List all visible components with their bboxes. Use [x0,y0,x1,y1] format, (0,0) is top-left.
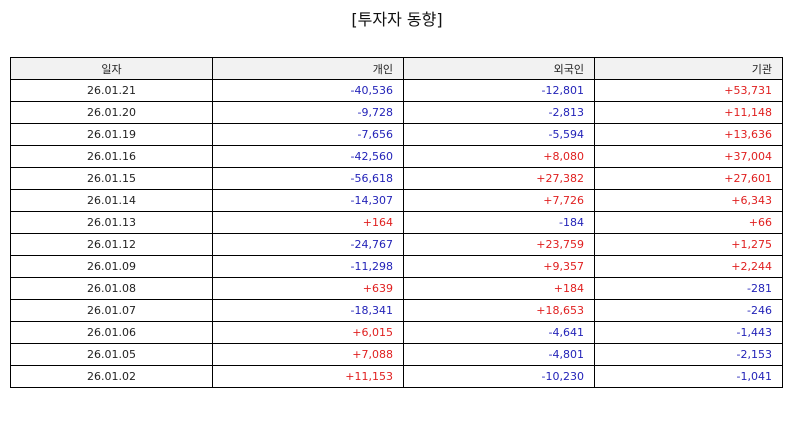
investor-trend-table: 일자 개인 외국인 기관 26.01.21 -40,536 -12,801 +53,7… [10,57,783,388]
cell-date: 26.01.14 [10,189,213,212]
table-row: 26.01.09 -11,298 +9,357 +2,244 [10,255,783,278]
cell-foreign: -10,230 [403,365,595,388]
cell-institution: +1,275 [594,233,783,256]
cell-foreign: +184 [403,277,595,300]
cell-date: 26.01.07 [10,299,213,322]
cell-date: 26.01.02 [10,365,213,388]
table-title: [투자자 동향] [351,10,443,29]
cell-institution: +13,636 [594,123,783,146]
table-row: 26.01.05 +7,088 -4,801 -2,153 [10,343,783,366]
cell-individual: +6,015 [212,321,404,344]
cell-foreign: +9,357 [403,255,595,278]
table-row: 26.01.16 -42,560 +8,080 +37,004 [10,145,783,168]
cell-date: 26.01.21 [10,79,213,102]
cell-individual: -40,536 [212,79,404,102]
cell-date: 26.01.05 [10,343,213,366]
cell-foreign: +8,080 [403,145,595,168]
cell-individual: +639 [212,277,404,300]
cell-institution: -1,041 [594,365,783,388]
cell-foreign: -2,813 [403,101,595,124]
cell-foreign: -12,801 [403,79,595,102]
cell-institution: -246 [594,299,783,322]
cell-individual: +11,153 [212,365,404,388]
table-row: 26.01.14 -14,307 +7,726 +6,343 [10,189,783,212]
cell-individual: -14,307 [212,189,404,212]
table-row: 26.01.15 -56,618 +27,382 +27,601 [10,167,783,190]
cell-foreign: -4,801 [403,343,595,366]
cell-individual: -18,341 [212,299,404,322]
header-institution: 기관 [594,57,783,80]
cell-individual: -7,656 [212,123,404,146]
cell-institution: +6,343 [594,189,783,212]
cell-foreign: -5,594 [403,123,595,146]
cell-foreign: +7,726 [403,189,595,212]
cell-individual: +7,088 [212,343,404,366]
cell-foreign: +23,759 [403,233,595,256]
cell-institution: +66 [594,211,783,234]
cell-institution: +53,731 [594,79,783,102]
header-individual: 개인 [212,57,404,80]
cell-foreign: -4,641 [403,321,595,344]
cell-date: 26.01.20 [10,101,213,124]
cell-date: 26.01.12 [10,233,213,256]
cell-individual: -24,767 [212,233,404,256]
table-row: 26.01.08 +639 +184 -281 [10,277,783,300]
table-row: 26.01.02 +11,153 -10,230 -1,041 [10,365,783,388]
table-row: 26.01.19 -7,656 -5,594 +13,636 [10,123,783,146]
header-date: 일자 [10,57,213,80]
cell-date: 26.01.09 [10,255,213,278]
cell-individual: +164 [212,211,404,234]
cell-individual: -56,618 [212,167,404,190]
table-row: 26.01.13 +164 -184 +66 [10,211,783,234]
cell-institution: +11,148 [594,101,783,124]
cell-institution: -2,153 [594,343,783,366]
cell-date: 26.01.13 [10,211,213,234]
cell-date: 26.01.19 [10,123,213,146]
header-row: 일자 개인 외국인 기관 [10,57,783,80]
cell-individual: -9,728 [212,101,404,124]
cell-individual: -11,298 [212,255,404,278]
cell-institution: -281 [594,277,783,300]
cell-institution: +2,244 [594,255,783,278]
cell-date: 26.01.16 [10,145,213,168]
table-row: 26.01.07 -18,341 +18,653 -246 [10,299,783,322]
cell-date: 26.01.08 [10,277,213,300]
cell-foreign: +18,653 [403,299,595,322]
cell-foreign: +27,382 [403,167,595,190]
cell-date: 26.01.06 [10,321,213,344]
cell-institution: +37,004 [594,145,783,168]
cell-date: 26.01.15 [10,167,213,190]
table-row: 26.01.20 -9,728 -2,813 +11,148 [10,101,783,124]
cell-institution: -1,443 [594,321,783,344]
table-row: 26.01.21 -40,536 -12,801 +53,731 [10,79,783,102]
header-foreign: 외국인 [403,57,595,80]
cell-individual: -42,560 [212,145,404,168]
table-row: 26.01.06 +6,015 -4,641 -1,443 [10,321,783,344]
cell-institution: +27,601 [594,167,783,190]
table-body: 26.01.21 -40,536 -12,801 +53,731 26.01.20 -9,… [10,79,783,388]
table-row: 26.01.12 -24,767 +23,759 +1,275 [10,233,783,256]
cell-foreign: -184 [403,211,595,234]
